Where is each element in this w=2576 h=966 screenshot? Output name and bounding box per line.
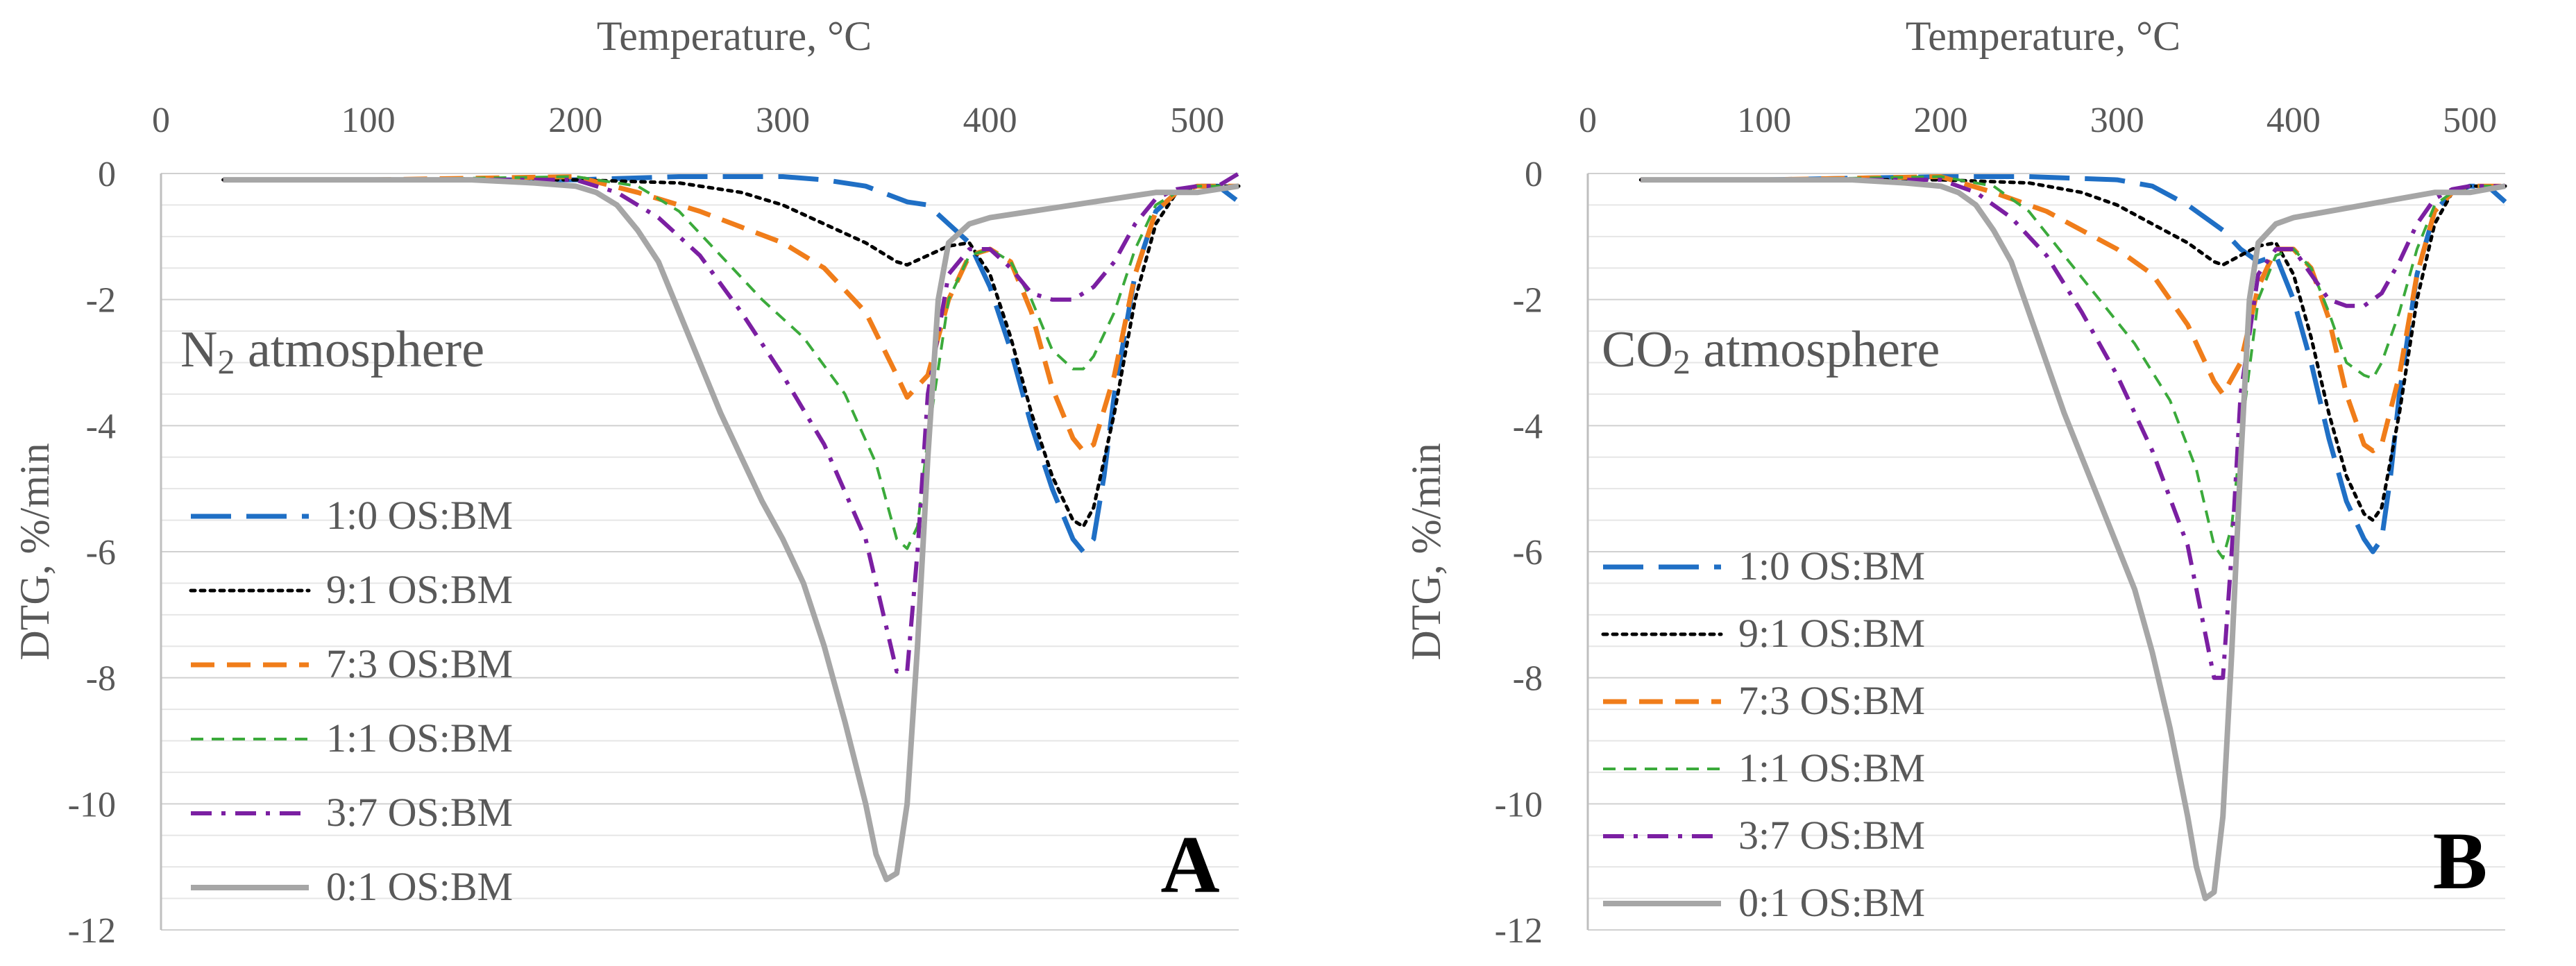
panel-letter: B bbox=[2433, 815, 2488, 906]
x-tick-label: 500 bbox=[2443, 101, 2497, 140]
y-tick-label: -8 bbox=[86, 659, 116, 699]
series-line-0-1-os-bm bbox=[1641, 177, 2506, 901]
chart-panel-B: 0 -2 -4 -6 -8 -10 -12 0 100 200 300 400 500 Temperatu… bbox=[1403, 13, 2507, 951]
y-tick-label: -10 bbox=[1495, 785, 1543, 824]
atmosphere-annotation: CO2 atmosphere bbox=[1602, 321, 1940, 381]
legend-entry-label: 3:7 OS:BM bbox=[326, 790, 513, 835]
x-axis-title: Temperature, °C bbox=[597, 13, 872, 59]
legend-entry-label: 7:3 OS:BM bbox=[1738, 678, 1925, 723]
x-tick-label: 400 bbox=[963, 101, 1017, 140]
x-tick-label: 200 bbox=[548, 101, 602, 140]
series-line-1-1-os-bm bbox=[1641, 175, 2505, 560]
x-tick-label: 0 bbox=[1579, 101, 1597, 140]
y-tick-label: -12 bbox=[1495, 911, 1543, 951]
x-tick-label: 500 bbox=[1170, 101, 1224, 140]
y-tick-label: -2 bbox=[86, 281, 116, 321]
y-tick-label: -4 bbox=[86, 407, 116, 446]
y-tick-label: -6 bbox=[86, 533, 116, 573]
y-tick-label: 0 bbox=[1525, 155, 1543, 194]
series-line-0-1-os-bm bbox=[223, 177, 1239, 883]
legend-entry-label: 7:3 OS:BM bbox=[326, 641, 513, 686]
legend-entry-label: 1:0 OS:BM bbox=[326, 493, 513, 538]
legend-entry-label: 3:7 OS:BM bbox=[1738, 813, 1925, 858]
x-axis-title: Temperature, °C bbox=[1906, 13, 2180, 59]
y-tick-label: -2 bbox=[1513, 281, 1543, 321]
x-tick-label: 100 bbox=[1737, 101, 1791, 140]
series-line-7-3-os-bm bbox=[223, 174, 1239, 454]
legend-entry-label: 1:1 OS:BM bbox=[1738, 745, 1925, 790]
series-line-3-7-os-bm bbox=[223, 171, 1240, 674]
y-tick-label: 0 bbox=[98, 155, 116, 194]
series-line-9-1-os-bm bbox=[1638, 178, 2507, 523]
atmosphere-annotation: N2 atmosphere bbox=[180, 321, 484, 381]
x-tick-label: 200 bbox=[1913, 101, 1967, 140]
legend-entry-label: 0:1 OS:BM bbox=[1738, 880, 1925, 925]
x-tick-label: 300 bbox=[756, 101, 810, 140]
legend-entry-label: 1:0 OS:BM bbox=[1738, 543, 1925, 588]
panel-letter: A bbox=[1160, 819, 1219, 910]
y-tick-label: -12 bbox=[68, 911, 116, 951]
legend: 1:0 OS:BM 9:1 OS:BM 7:3 OS:BM 1:1 OS:BM 3:7 … bbox=[1601, 543, 1925, 925]
y-tick-label: -4 bbox=[1513, 407, 1543, 446]
y-tick-label: -10 bbox=[68, 785, 116, 824]
series-line-7-3-os-bm bbox=[1641, 174, 2505, 454]
legend-entry-label: 9:1 OS:BM bbox=[326, 567, 513, 612]
y-tick-label: -6 bbox=[1513, 533, 1543, 573]
series-line-9-1-os-bm bbox=[221, 178, 1241, 529]
legend-entry-label: 0:1 OS:BM bbox=[326, 864, 513, 909]
x-tick-label: 100 bbox=[341, 101, 396, 140]
legend-entry-label: 1:1 OS:BM bbox=[326, 715, 513, 761]
x-tick-label: 300 bbox=[2090, 101, 2144, 140]
y-tick-label: -8 bbox=[1513, 659, 1543, 699]
y-axis-title: DTG, %/min bbox=[12, 443, 58, 660]
chart-panel-A: 0 -2 -4 -6 -8 -10 -12 0 100 200 300 400 500 Temperatu… bbox=[12, 13, 1241, 951]
y-axis-title: DTG, %/min bbox=[1403, 443, 1449, 660]
legend: 1:0 OS:BM 9:1 OS:BM 7:3 OS:BM 1:1 OS:BM 3:7 … bbox=[189, 493, 513, 909]
legend-entry-label: 9:1 OS:BM bbox=[1738, 611, 1925, 656]
series-line-1-0-os-bm bbox=[223, 174, 1241, 554]
series-line-1-1-os-bm bbox=[223, 175, 1239, 550]
x-tick-label: 400 bbox=[2266, 101, 2321, 140]
x-tick-label: 0 bbox=[152, 101, 170, 140]
